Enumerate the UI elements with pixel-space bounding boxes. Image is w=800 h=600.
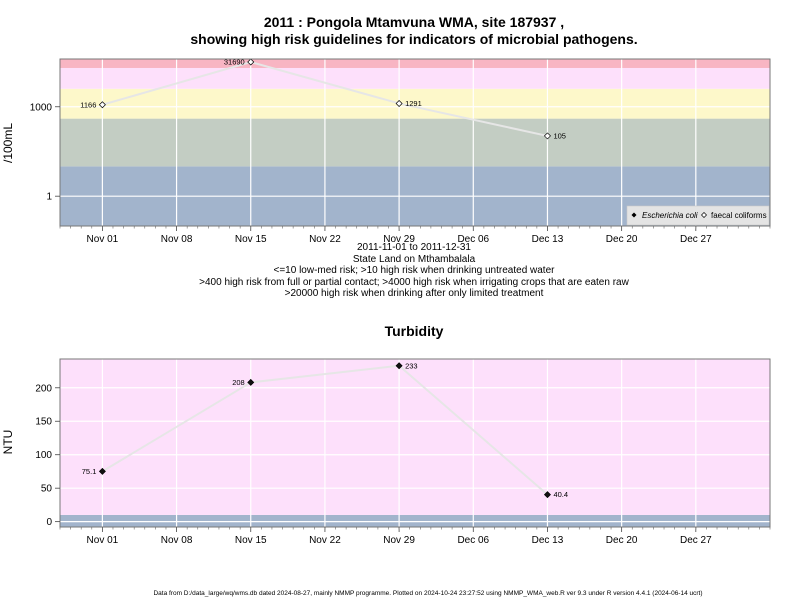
x-tick-label: Dec 06 <box>457 234 489 245</box>
microbial-y-axis-label: /100mL <box>1 123 15 163</box>
x-tick-label: Dec 27 <box>680 234 712 245</box>
data-label: 208 <box>232 378 245 387</box>
x-tick-label: Nov 29 <box>383 535 415 546</box>
y-tick-label: 1 <box>46 192 52 203</box>
legend-label-e-coli: Escherichia coli <box>642 211 698 220</box>
series-line <box>101 364 549 496</box>
series-line <box>102 60 548 137</box>
data-point <box>247 58 255 66</box>
data-label: 75.1 <box>82 467 97 476</box>
data-point <box>247 378 255 386</box>
x-tick-label: Dec 27 <box>680 535 712 546</box>
turbidity-y-axis-label: NTU <box>1 430 15 455</box>
y-tick-label: 1000 <box>30 102 53 113</box>
footer-note: Data from D:/data_large/wq/wms.db dated … <box>153 590 702 597</box>
data-label: 105 <box>553 132 566 141</box>
subtitle-guideline-limited-treatment: >20000 high risk when drinking after onl… <box>285 288 544 299</box>
data-label: 40.4 <box>553 490 568 499</box>
x-tick-label: Nov 22 <box>309 535 341 546</box>
x-tick-label: Nov 08 <box>161 535 193 546</box>
subtitle-guideline-contact-irrigation: >400 high risk from full or partial cont… <box>199 277 629 288</box>
legend-label-faecal-coliforms: faecal coliforms <box>711 211 767 220</box>
data-label: 233 <box>405 361 418 370</box>
risk-bands <box>60 59 770 226</box>
x-tick-label: Dec 20 <box>606 234 638 245</box>
data-point <box>543 132 551 140</box>
subtitle-guideline-drinking: <=10 low-med risk; >10 high risk when dr… <box>274 265 556 276</box>
band-4 <box>60 59 770 68</box>
x-tick-label: Dec 20 <box>606 535 638 546</box>
data-point <box>395 362 403 370</box>
y-tick-label: 0 <box>46 517 52 528</box>
y-tick-label: 100 <box>35 450 52 461</box>
x-tick-label: Nov 15 <box>235 535 267 546</box>
band-3 <box>60 67 770 89</box>
legend-marker-e-coli <box>631 212 637 218</box>
x-tick-label: Nov 29 <box>383 234 415 245</box>
band-0 <box>60 514 770 527</box>
data-point <box>395 99 403 107</box>
data-label: 1291 <box>405 99 422 108</box>
y-tick-label: 150 <box>35 417 52 428</box>
legend-marker-faecal-coliforms <box>701 212 707 218</box>
turbidity-x-axis: Nov 01 Nov 08 Nov 15 Nov 22 Nov 29 Dec 06 Dec … <box>59 527 771 546</box>
x-tick-label: Nov 15 <box>235 234 267 245</box>
x-tick-label: Dec 13 <box>532 234 564 245</box>
x-tick-label: Nov 08 <box>161 234 193 245</box>
x-tick-label: Nov 22 <box>309 234 341 245</box>
turbidity-plot-frame <box>59 358 771 528</box>
microbial-chart-title-line-1: 2011 : Pongola Mtamvuna WMA, site 187937… <box>264 14 564 30</box>
subtitle-site-name: State Land on Mthambalala <box>353 254 476 265</box>
x-tick-label: Nov 01 <box>87 234 119 245</box>
turbidity-series: 75.1 208 233 40.4 <box>82 361 568 499</box>
turbidity-bands <box>60 359 770 527</box>
x-tick-label: Dec 06 <box>457 535 489 546</box>
band-2 <box>60 88 770 119</box>
data-point <box>98 101 106 109</box>
turbidity-chart-title: Turbidity <box>385 323 444 339</box>
y-tick-label: 50 <box>41 484 53 495</box>
y-axis: 1 1000 <box>30 102 60 203</box>
turbidity-gridlines <box>60 359 770 527</box>
microbial-chart: 2011 : Pongola Mtamvuna WMA, site 187937… <box>1 14 771 299</box>
data-series: 1166 31690 1291 105 <box>80 58 566 141</box>
legend-box <box>626 205 770 226</box>
data-label: 1166 <box>80 100 96 109</box>
turbidity-y-axis: 0 50 100 150 200 <box>35 383 60 528</box>
y-tick-label: 200 <box>35 383 52 394</box>
data-point <box>98 467 106 475</box>
plot-frame <box>59 58 771 227</box>
microbial-chart-title-line-2: showing high risk guidelines for indicat… <box>190 31 637 47</box>
band-1 <box>60 359 770 515</box>
data-point <box>543 491 551 499</box>
band-1 <box>60 118 770 167</box>
x-tick-label: Dec 13 <box>532 535 564 546</box>
x-axis: Nov 01 Nov 08 Nov 15 Nov 22 Nov 29 Dec 06 Dec … <box>59 226 771 245</box>
subtitle-date-range: 2011-11-01 to 2011-12-31 <box>357 242 471 253</box>
legend: Escherichia coli faecal coliforms <box>626 205 770 226</box>
x-tick-label: Nov 01 <box>87 535 119 546</box>
data-label: 31690 <box>224 58 245 67</box>
